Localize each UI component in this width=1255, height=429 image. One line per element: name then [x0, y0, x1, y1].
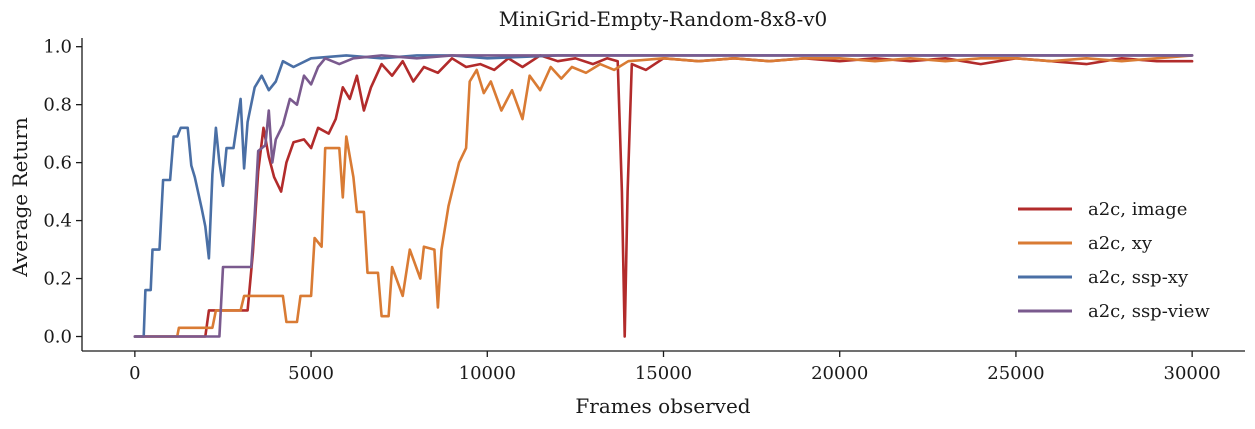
y-tick-label: 1.0 [43, 37, 72, 58]
legend-label: a2c, image [1088, 199, 1187, 220]
legend: a2c, image a2c, xy a2c, ssp-xy a2c, ssp-vie… [1018, 199, 1210, 322]
y-tick-label: 0.4 [43, 211, 72, 232]
series-line-2 [133, 54, 1194, 338]
series-line-1 [133, 54, 1194, 338]
x-axis-label: Frames observed [575, 394, 750, 418]
chart-title: MiniGrid-Empty-Random-8x8-v0 [499, 7, 828, 31]
x-tick-label: 5000 [288, 363, 334, 384]
y-tick-label: 0.2 [43, 269, 72, 290]
x-tick-label: 20000 [811, 363, 868, 384]
y-tick-label: 0.6 [43, 153, 72, 174]
series-lines [133, 54, 1194, 338]
series-line-4 [133, 54, 1194, 338]
legend-label: a2c, ssp-view [1088, 301, 1210, 322]
x-tick-label: 0 [129, 363, 140, 384]
y-ticks: 0.0 0.2 0.4 0.6 0.8 1.0 [43, 37, 82, 348]
x-tick-label: 30000 [1164, 363, 1221, 384]
series-line-3 [133, 54, 1194, 338]
x-tick-label: 10000 [459, 363, 516, 384]
x-ticks: 0 5000 10000 15000 20000 25000 30000 [129, 351, 1221, 384]
y-axis-label: Average Return [8, 117, 32, 278]
y-tick-label: 0.8 [43, 95, 72, 116]
legend-label: a2c, xy [1088, 233, 1153, 254]
x-tick-label: 25000 [987, 363, 1044, 384]
x-tick-label: 15000 [635, 363, 692, 384]
legend-label: a2c, ssp-xy [1088, 267, 1189, 288]
y-tick-label: 0.0 [43, 327, 72, 348]
